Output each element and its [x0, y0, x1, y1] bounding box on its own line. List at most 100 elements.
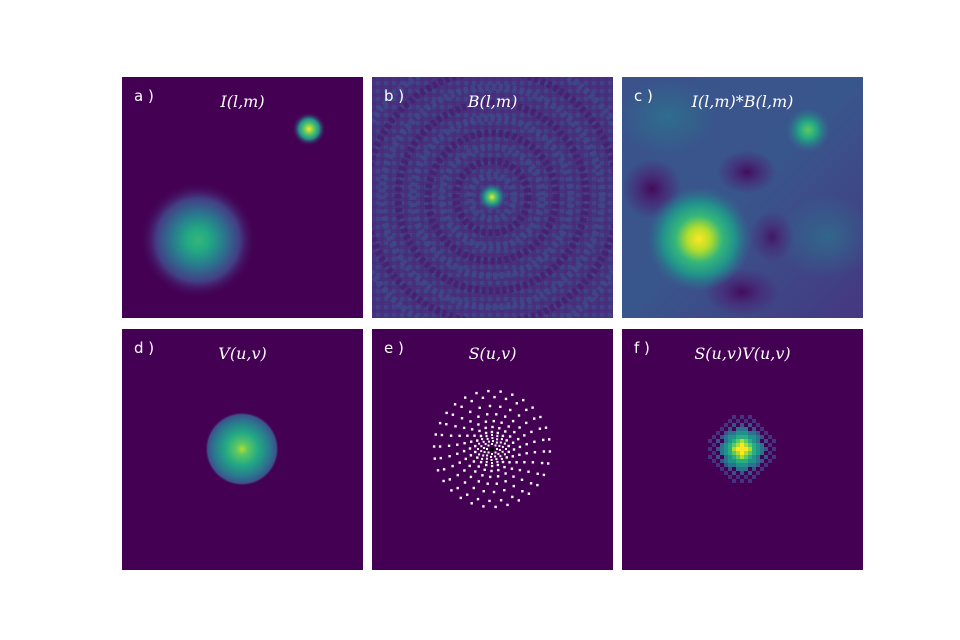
sampled-pixel [728, 463, 732, 467]
beam-sidelobe-ring [438, 143, 546, 251]
sampling-point [464, 396, 467, 399]
sampled-pixel [736, 431, 740, 435]
sampling-point [487, 440, 490, 443]
sampling-point [456, 473, 459, 477]
sampling-point [482, 505, 485, 508]
sampling-point [447, 444, 451, 447]
sampling-point [500, 421, 503, 424]
sampling-point [508, 435, 512, 438]
sampled-pixel [740, 427, 744, 431]
sampled-pixel [720, 435, 724, 439]
visibility-blob [205, 412, 279, 486]
sampling-point [484, 443, 487, 446]
sampled-pixel [740, 435, 744, 439]
sampled-pixel [744, 439, 748, 443]
sampled-pixel [724, 463, 728, 467]
sampling-point [438, 445, 442, 448]
sampling-point [485, 435, 488, 438]
sampled-pixel [740, 447, 744, 451]
panel-visibilities: d ) V(u,v) [122, 329, 363, 570]
sampling-point [488, 404, 492, 408]
sampled-pixel [744, 431, 748, 435]
sampled-pixels [708, 415, 776, 483]
panel-letter: a ) [134, 87, 154, 105]
sampled-pixel [752, 431, 756, 435]
sampling-point [485, 463, 488, 467]
sampled-pixel [732, 439, 736, 443]
sampling-point [439, 456, 442, 460]
sampling-point [483, 468, 486, 471]
sampling-point [525, 408, 528, 412]
compact-source-blob [292, 112, 326, 146]
sampled-pixel [752, 443, 756, 447]
sampled-pixel [724, 443, 728, 447]
sampled-pixel [748, 439, 752, 443]
panel-title: S(u,v) [468, 344, 517, 363]
sampled-pixel [720, 459, 724, 463]
sampled-pixel [728, 455, 732, 459]
sampled-pixel [748, 451, 752, 455]
sampling-point [503, 489, 506, 492]
sampled-pixel [748, 431, 752, 435]
sampled-pixel [716, 431, 720, 435]
sampling-point [490, 464, 494, 468]
sampled-pixel [740, 423, 744, 427]
panel-sky-intensity: a ) I(l,m) [122, 77, 363, 318]
panel-dirty-image: c ) I(l,m)*B(l,m) [622, 77, 863, 318]
sampling-point [547, 462, 550, 465]
sampling-point [481, 396, 485, 399]
sampling-point [438, 421, 442, 425]
sampling-point [497, 468, 500, 472]
sampled-pixel [764, 455, 768, 459]
sampled-pixel [736, 439, 740, 443]
sampling-point [458, 461, 461, 464]
sampling-point [472, 486, 475, 490]
sampling-point [463, 442, 466, 445]
sampled-pixel [756, 443, 760, 447]
sampled-pixel [768, 443, 772, 447]
sampling-point [489, 475, 492, 479]
sampling-point [522, 398, 525, 402]
sampled-pixel [748, 443, 752, 447]
visibility-image [205, 412, 279, 486]
sampling-point [501, 434, 505, 438]
sampling-point [477, 480, 480, 483]
sampling-point [509, 408, 512, 412]
sampling-point [459, 496, 462, 500]
sampling-point [495, 441, 498, 444]
sampled-pixel [752, 455, 756, 459]
sampled-pixel [772, 439, 776, 443]
sampled-pixel [724, 451, 728, 455]
sampling-point [536, 472, 539, 475]
sampling-point [515, 461, 518, 464]
sampled-pixel [732, 447, 736, 451]
sampling-point [491, 462, 493, 464]
sampling-point [517, 437, 520, 441]
sampling-point [470, 428, 474, 431]
sampled-pixel [732, 459, 736, 463]
sampling-point [498, 449, 501, 451]
sampled-pixel [732, 435, 736, 439]
sampled-pixel [736, 463, 740, 467]
sampled-pixel [732, 451, 736, 455]
sampling-point [469, 475, 473, 479]
dirty-image [622, 77, 863, 318]
sampling-point [500, 457, 503, 460]
sampling-point [496, 463, 500, 467]
sampling-point [503, 442, 506, 445]
sampling-point [533, 417, 536, 420]
panel-sampled-visibilities: f ) S(u,v)V(u,v) [622, 329, 863, 570]
extended-source-response [647, 187, 751, 291]
sampling-point [512, 484, 515, 488]
sampling-point [466, 434, 469, 437]
sampled-pixel [724, 439, 728, 443]
sampling-point [510, 467, 514, 470]
sampling-point [477, 448, 479, 450]
panel-title: V(u,v) [218, 344, 267, 363]
sampling-point [470, 440, 473, 443]
sampled-pixel [724, 459, 728, 463]
beam-sidelobe-rings [372, 77, 613, 318]
sampled-pixel [748, 447, 752, 451]
sampled-pixel [720, 443, 724, 447]
sampling-point [480, 450, 483, 453]
